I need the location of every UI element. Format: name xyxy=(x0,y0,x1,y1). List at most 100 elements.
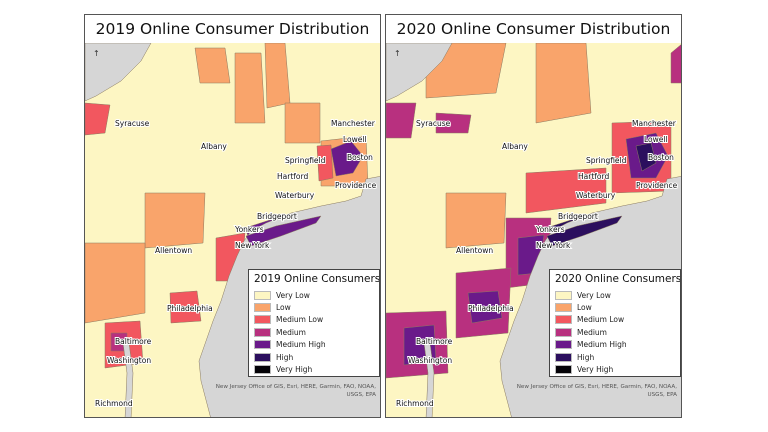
city-label: Albany xyxy=(201,142,227,151)
legend-item: Medium Low xyxy=(254,314,374,326)
county-region xyxy=(194,47,231,84)
county-region xyxy=(169,290,202,324)
city-label: Providence xyxy=(636,181,678,190)
city-label: Washington xyxy=(107,356,151,365)
city-label: Hartford xyxy=(578,172,609,181)
legend-item: Medium xyxy=(254,326,374,338)
legend-label: High xyxy=(276,352,294,362)
legend-label: Low xyxy=(276,303,291,313)
city-label: Boston xyxy=(347,153,373,162)
legend-label: Medium xyxy=(577,327,607,337)
legend-swatch xyxy=(555,290,572,300)
long-island xyxy=(245,215,322,247)
city-label: Bridgeport xyxy=(558,212,598,221)
city-label: Yonkers xyxy=(535,225,565,234)
county-region xyxy=(316,144,334,182)
attribution: New Jersey Office of GIS, Esri, HERE, Ga… xyxy=(516,384,677,398)
legend-swatch xyxy=(254,352,271,362)
legend-label: Medium Low xyxy=(276,315,324,325)
legend-swatch xyxy=(555,340,572,350)
city-label: New York xyxy=(235,241,270,250)
county-region xyxy=(435,112,472,134)
map-panel-2019: 2019 Online Consumer Distribution Syracu… xyxy=(84,14,381,418)
legend-item: Very Low xyxy=(254,289,374,301)
legend-swatch xyxy=(555,315,572,325)
legend-swatch xyxy=(254,327,271,337)
legend-swatch xyxy=(555,303,572,313)
north-arrow-icon: ↑ xyxy=(394,49,401,58)
county-region xyxy=(425,43,507,99)
county-region xyxy=(85,102,111,136)
city-label: Richmond xyxy=(396,399,434,408)
city-label: Allentown xyxy=(155,246,192,255)
legend-item: Medium High xyxy=(555,339,675,351)
city-label: Bridgeport xyxy=(257,212,297,221)
legend-label: Very High xyxy=(276,365,313,375)
legend-title: 2020 Online Consumers xyxy=(555,273,681,285)
city-label: Lowell xyxy=(644,135,668,144)
legend-label: Very Low xyxy=(276,290,310,300)
county-region xyxy=(467,290,503,324)
city-label: Waterbury xyxy=(576,191,616,200)
legend-label: Medium xyxy=(276,327,306,337)
lake-ontario xyxy=(386,43,453,102)
legend-label: High xyxy=(577,352,595,362)
legend-swatch xyxy=(254,303,271,313)
city-label: Washington xyxy=(408,356,452,365)
legend-swatch xyxy=(254,340,271,350)
city-label: New York xyxy=(536,241,571,250)
county-region xyxy=(670,44,681,84)
map-title: 2019 Online Consumer Distribution xyxy=(85,15,380,44)
legend-item: Low xyxy=(254,301,374,313)
legend-swatch xyxy=(555,327,572,337)
north-arrow-icon: ↑ xyxy=(93,49,100,58)
city-label: Richmond xyxy=(95,399,133,408)
city-label: Boston xyxy=(648,153,674,162)
long-island xyxy=(546,215,623,247)
city-label: Syracuse xyxy=(416,119,451,128)
county-region xyxy=(85,242,146,324)
legend-item: Very Low xyxy=(555,289,675,301)
legend-item: Very High xyxy=(555,363,675,375)
county-region xyxy=(284,102,321,144)
city-label: Baltimore xyxy=(416,337,453,346)
legend-item: High xyxy=(555,351,675,363)
county-region xyxy=(635,142,657,172)
legend-label: Very Low xyxy=(577,290,611,300)
city-label: Hartford xyxy=(277,172,308,181)
county-region xyxy=(144,192,206,249)
map-legend: 2019 Online Consumers Very Low Low Medium … xyxy=(248,269,380,377)
choropleth-map: Syracuse Albany Manchester Lowell Boston Spri… xyxy=(386,43,681,417)
legend-item: Medium xyxy=(555,326,675,338)
city-label: Allentown xyxy=(456,246,493,255)
legend-title: 2019 Online Consumers xyxy=(254,273,380,285)
map-title: 2020 Online Consumer Distribution xyxy=(386,15,681,44)
legend-label: Very High xyxy=(577,365,614,375)
legend-item: Medium Low xyxy=(555,314,675,326)
legend-item: High xyxy=(254,351,374,363)
map-panel-2020: 2020 Online Consumer Distribution Syracu… xyxy=(385,14,682,418)
city-label: Providence xyxy=(335,181,377,190)
city-label: Albany xyxy=(502,142,528,151)
lake-ontario xyxy=(85,43,152,102)
city-label: Springfield xyxy=(285,156,326,165)
county-region xyxy=(330,140,364,177)
legend-swatch xyxy=(555,352,572,362)
legend-swatch xyxy=(254,315,271,325)
chesapeake-bay xyxy=(122,342,134,417)
legend-swatch xyxy=(254,365,271,375)
chesapeake-bay xyxy=(423,342,435,417)
legend-item: Medium High xyxy=(254,339,374,351)
legend-label: Medium Low xyxy=(577,315,625,325)
legend-swatch xyxy=(254,290,271,300)
city-label: Yonkers xyxy=(234,225,264,234)
county-region xyxy=(234,52,266,124)
city-label: Syracuse xyxy=(115,119,150,128)
city-label: Manchester xyxy=(331,119,376,128)
city-label: Springfield xyxy=(586,156,627,165)
city-label: Philadelphia xyxy=(167,304,213,313)
legend-label: Medium High xyxy=(577,340,627,350)
county-region xyxy=(445,192,507,249)
legend-item: Low xyxy=(555,301,675,313)
map-legend: 2020 Online Consumers Very Low Low Medium … xyxy=(549,269,681,377)
